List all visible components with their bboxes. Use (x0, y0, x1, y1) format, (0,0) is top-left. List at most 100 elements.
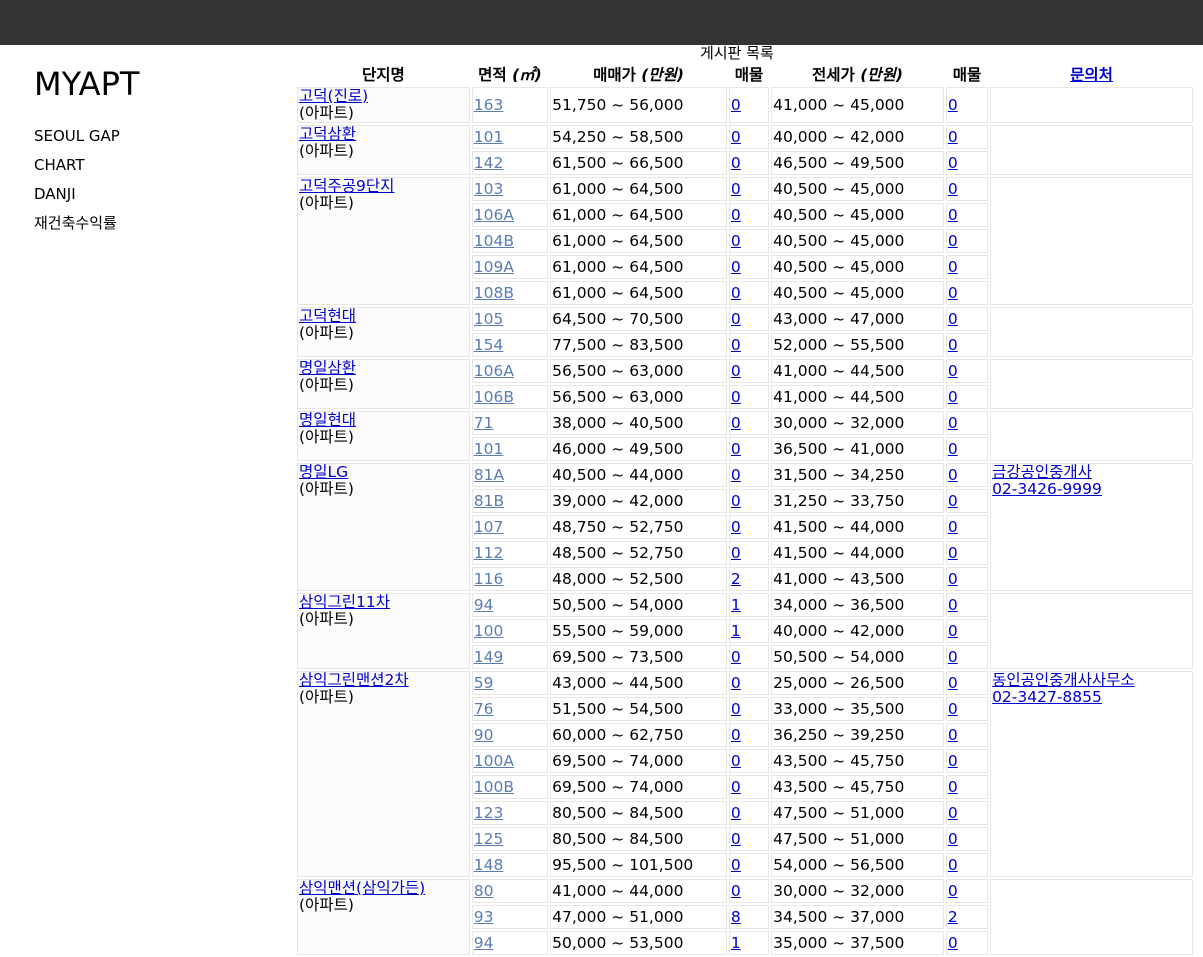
area-link[interactable]: 142 (473, 154, 504, 172)
area-link[interactable]: 90 (473, 726, 494, 744)
jeonse-count-link[interactable]: 2 (947, 908, 958, 926)
sale-count-link[interactable]: 8 (730, 908, 741, 926)
sale-count-link[interactable]: 0 (730, 752, 741, 770)
sale-count-link[interactable]: 0 (730, 466, 741, 484)
complex-name-link[interactable]: 고덕주공9단지 (299, 177, 395, 195)
jeonse-count-link[interactable]: 0 (947, 674, 958, 692)
jeonse-count-link[interactable]: 0 (947, 362, 958, 380)
sale-count-link[interactable]: 1 (730, 622, 741, 640)
complex-name-link[interactable]: 삼익그린11차 (299, 593, 391, 611)
area-link[interactable]: 163 (473, 96, 504, 114)
sale-count-link[interactable]: 0 (730, 284, 741, 302)
nav-seoul-gap[interactable]: SEOUL GAP (34, 127, 120, 145)
jeonse-count-link[interactable]: 0 (947, 154, 958, 172)
area-link[interactable]: 108B (473, 284, 514, 302)
complex-name-link[interactable]: 고덕현대 (299, 307, 357, 325)
sale-count-link[interactable]: 0 (730, 778, 741, 796)
jeonse-count-link[interactable]: 0 (947, 310, 958, 328)
jeonse-count-link[interactable]: 0 (947, 518, 958, 536)
nav-chart[interactable]: CHART (34, 156, 85, 174)
area-link[interactable]: 103 (473, 180, 504, 198)
sale-count-link[interactable]: 0 (730, 388, 741, 406)
sale-count-link[interactable]: 0 (730, 440, 741, 458)
area-link[interactable]: 116 (473, 570, 504, 588)
sale-count-link[interactable]: 2 (730, 570, 741, 588)
jeonse-count-link[interactable]: 0 (947, 128, 958, 146)
sale-count-link[interactable]: 0 (730, 362, 741, 380)
jeonse-count-link[interactable]: 0 (947, 336, 958, 354)
sale-count-link[interactable]: 0 (730, 414, 741, 432)
sale-count-link[interactable]: 0 (730, 804, 741, 822)
sale-count-link[interactable]: 0 (730, 96, 741, 114)
area-link[interactable]: 81B (473, 492, 505, 510)
contact-phone-link[interactable]: 02-3426-9999 (992, 480, 1102, 498)
contact-agency-link[interactable]: 금강공인중개사 (992, 463, 1092, 481)
sale-count-link[interactable]: 0 (730, 674, 741, 692)
area-link[interactable]: 94 (473, 934, 494, 952)
jeonse-count-link[interactable]: 0 (947, 96, 958, 114)
area-link[interactable]: 106B (473, 388, 514, 406)
jeonse-count-link[interactable]: 0 (947, 934, 958, 952)
sale-count-link[interactable]: 0 (730, 830, 741, 848)
jeonse-count-link[interactable]: 0 (947, 492, 958, 510)
jeonse-count-link[interactable]: 0 (947, 414, 958, 432)
sale-count-link[interactable]: 0 (730, 336, 741, 354)
contact-phone-link[interactable]: 02-3427-8855 (992, 688, 1102, 706)
jeonse-count-link[interactable]: 0 (947, 882, 958, 900)
area-link[interactable]: 101 (473, 440, 504, 458)
area-link[interactable]: 148 (473, 856, 504, 874)
sale-count-link[interactable]: 0 (730, 258, 741, 276)
sale-count-link[interactable]: 0 (730, 856, 741, 874)
sale-count-link[interactable]: 0 (730, 726, 741, 744)
sale-count-link[interactable]: 0 (730, 232, 741, 250)
sale-count-link[interactable]: 0 (730, 518, 741, 536)
jeonse-count-link[interactable]: 0 (947, 232, 958, 250)
nav-danji[interactable]: DANJI (34, 185, 76, 203)
jeonse-count-link[interactable]: 0 (947, 284, 958, 302)
header-contact[interactable]: 문의처 (990, 63, 1193, 85)
sale-count-link[interactable]: 1 (730, 596, 741, 614)
area-link[interactable]: 107 (473, 518, 504, 536)
sale-count-link[interactable]: 0 (730, 882, 741, 900)
jeonse-count-link[interactable]: 0 (947, 544, 958, 562)
contact-agency-link[interactable]: 동인공인중개사사무소 (992, 671, 1135, 689)
area-link[interactable]: 149 (473, 648, 504, 666)
area-link[interactable]: 101 (473, 128, 504, 146)
area-link[interactable]: 100A (473, 752, 514, 770)
area-link[interactable]: 112 (473, 544, 504, 562)
jeonse-count-link[interactable]: 0 (947, 700, 958, 718)
complex-name-link[interactable]: 명일현대 (299, 411, 357, 429)
sale-count-link[interactable]: 0 (730, 154, 741, 172)
brand-logo[interactable]: MYAPT (34, 65, 140, 103)
sale-count-link[interactable]: 0 (730, 128, 741, 146)
sale-count-link[interactable]: 0 (730, 700, 741, 718)
complex-name-link[interactable]: 삼익그린맨션2차 (299, 671, 409, 689)
complex-name-link[interactable]: 명일LG (299, 463, 349, 481)
area-link[interactable]: 104B (473, 232, 514, 250)
area-link[interactable]: 93 (473, 908, 494, 926)
complex-name-link[interactable]: 명일삼환 (299, 359, 357, 377)
sale-count-link[interactable]: 0 (730, 492, 741, 510)
header-contact-link[interactable]: 문의처 (1070, 66, 1113, 84)
area-link[interactable]: 105 (473, 310, 504, 328)
jeonse-count-link[interactable]: 0 (947, 830, 958, 848)
area-link[interactable]: 106A (473, 362, 514, 380)
sale-count-link[interactable]: 0 (730, 180, 741, 198)
jeonse-count-link[interactable]: 0 (947, 570, 958, 588)
area-link[interactable]: 109A (473, 258, 514, 276)
sale-count-link[interactable]: 0 (730, 310, 741, 328)
jeonse-count-link[interactable]: 0 (947, 466, 958, 484)
area-link[interactable]: 81A (473, 466, 505, 484)
area-link[interactable]: 80 (473, 882, 494, 900)
area-link[interactable]: 100 (473, 622, 504, 640)
jeonse-count-link[interactable]: 0 (947, 804, 958, 822)
jeonse-count-link[interactable]: 0 (947, 648, 958, 666)
jeonse-count-link[interactable]: 0 (947, 180, 958, 198)
area-link[interactable]: 76 (473, 700, 494, 718)
jeonse-count-link[interactable]: 0 (947, 206, 958, 224)
sale-count-link[interactable]: 0 (730, 544, 741, 562)
area-link[interactable]: 125 (473, 830, 504, 848)
sale-count-link[interactable]: 0 (730, 206, 741, 224)
area-link[interactable]: 71 (473, 414, 494, 432)
area-link[interactable]: 59 (473, 674, 494, 692)
